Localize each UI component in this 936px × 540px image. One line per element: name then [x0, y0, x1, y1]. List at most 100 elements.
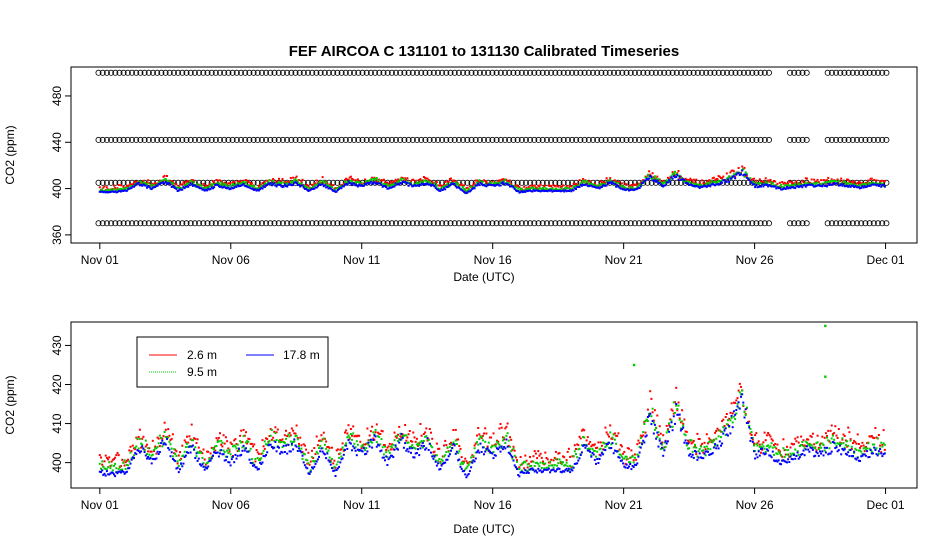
series-point	[351, 449, 353, 452]
series-point	[658, 437, 661, 440]
series-point	[827, 176, 830, 179]
series-point	[813, 443, 816, 446]
series-point	[518, 191, 521, 194]
series-point	[783, 184, 786, 187]
reference-point	[883, 220, 890, 227]
series-point	[250, 442, 253, 445]
reference-point	[569, 136, 576, 143]
series-point	[455, 438, 458, 441]
series-point	[770, 185, 773, 188]
series-point	[143, 451, 146, 454]
series-point	[578, 447, 581, 450]
x-tick-label: Nov 16	[474, 498, 512, 512]
series-point	[195, 185, 198, 188]
series-point	[292, 184, 295, 186]
series-point	[538, 187, 541, 190]
reference-point	[627, 69, 634, 76]
series-point	[358, 180, 361, 183]
series-point	[382, 185, 385, 188]
series-point	[245, 179, 247, 182]
series-point	[373, 434, 376, 437]
series-point	[854, 457, 857, 460]
series-point	[498, 179, 501, 182]
series-point	[129, 445, 132, 448]
series-point	[716, 178, 719, 180]
series-point	[249, 461, 252, 464]
series-point	[404, 424, 407, 426]
series-point	[379, 443, 382, 446]
reference-point	[527, 179, 534, 186]
series-point	[300, 180, 303, 183]
series-point	[158, 445, 161, 448]
series-point	[651, 407, 654, 410]
series-point	[762, 185, 765, 188]
series-point	[195, 442, 198, 444]
series-point	[575, 188, 577, 190]
series-point	[398, 183, 401, 186]
series-point	[848, 448, 851, 451]
reference-point	[237, 69, 244, 76]
series-point	[698, 438, 701, 440]
series-point	[510, 182, 513, 185]
series-point	[497, 440, 500, 443]
series-point	[313, 187, 316, 190]
series-point	[778, 187, 781, 189]
series-point	[346, 432, 349, 435]
series-point	[840, 443, 843, 445]
reference-point	[170, 136, 177, 143]
series-point	[514, 184, 517, 187]
series-point	[530, 190, 533, 193]
series-point	[187, 441, 190, 444]
series-point	[800, 435, 803, 438]
series-point	[179, 451, 181, 454]
series-point	[623, 457, 626, 460]
series-point	[166, 437, 168, 440]
series-point	[807, 182, 810, 185]
series-point	[476, 451, 478, 454]
series-point	[560, 185, 563, 188]
series-point	[477, 180, 480, 183]
series-point	[252, 445, 254, 448]
series-point	[262, 455, 265, 457]
series-point	[117, 470, 120, 473]
series-point	[619, 187, 622, 190]
series-point	[141, 437, 144, 440]
series-point	[678, 175, 681, 178]
series-point	[586, 182, 589, 185]
series-point	[558, 189, 561, 192]
series-point	[331, 446, 333, 449]
reference-point	[464, 69, 471, 76]
reference-point	[841, 220, 848, 227]
series-point	[356, 448, 359, 451]
series-point	[215, 437, 218, 440]
series-point	[397, 448, 399, 451]
reference-point	[439, 220, 446, 227]
series-point	[641, 180, 643, 183]
series-point	[374, 181, 377, 184]
series-point	[608, 446, 610, 449]
series-point	[174, 448, 177, 451]
series-point	[384, 459, 386, 462]
series-point	[748, 179, 751, 181]
series-point	[883, 452, 886, 455]
series-point	[315, 179, 318, 182]
series-point	[563, 188, 566, 191]
series-point	[365, 452, 368, 455]
series-point	[338, 453, 341, 456]
series-point	[298, 179, 300, 182]
series-point	[578, 435, 581, 438]
series-point	[278, 181, 280, 184]
series-point	[275, 450, 278, 453]
series-point	[168, 440, 171, 443]
series-point	[540, 456, 543, 459]
series-point	[618, 456, 621, 459]
series-point	[725, 433, 728, 436]
series-point	[121, 458, 124, 461]
series-point	[267, 444, 270, 447]
series-point	[681, 428, 684, 431]
series-point	[521, 471, 524, 474]
series-point	[579, 182, 582, 185]
series-point	[544, 451, 547, 454]
reference-point	[103, 69, 110, 76]
series-point	[256, 451, 259, 454]
